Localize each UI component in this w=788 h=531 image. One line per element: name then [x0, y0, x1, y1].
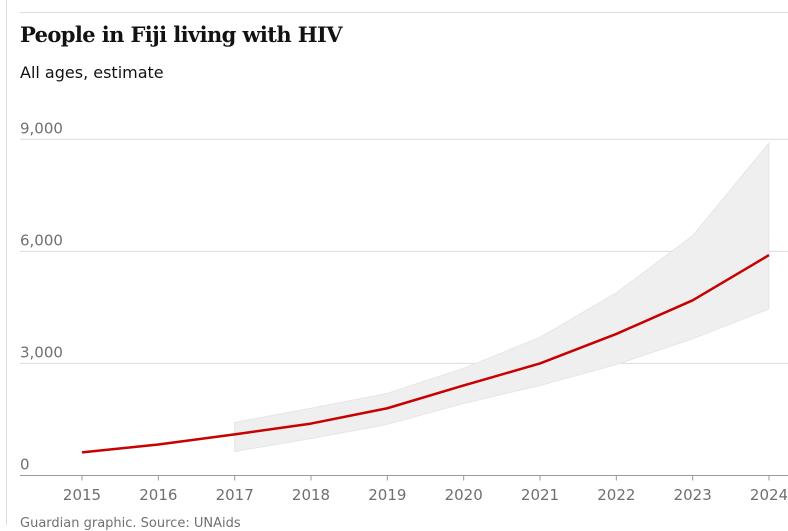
left-rule — [6, 0, 7, 525]
x-tick-label: 2024 — [750, 486, 788, 504]
y-tick-label: 3,000 — [20, 343, 63, 361]
x-tick-label: 2018 — [292, 486, 330, 504]
y-tick-label: 0 — [20, 456, 30, 474]
x-tick-label: 2015 — [63, 486, 101, 504]
uncertainty-band — [234, 141, 770, 453]
y-tick-label: 9,000 — [20, 119, 63, 137]
x-tick-label: 2020 — [445, 486, 483, 504]
x-tick-label: 2022 — [597, 486, 635, 504]
chart-footer: Guardian graphic. Source: UNAids — [20, 516, 241, 531]
x-tick-label: 2016 — [139, 486, 177, 504]
x-tick-label: 2023 — [674, 486, 712, 504]
x-tick-label: 2017 — [216, 486, 254, 504]
chart-title: People in Fiji living with HIV — [20, 22, 343, 47]
top-rule — [20, 12, 788, 13]
x-tick-label: 2021 — [521, 486, 559, 504]
x-tick-label: 2019 — [368, 486, 406, 504]
chart-subtitle: All ages, estimate — [20, 63, 164, 82]
y-tick-label: 6,000 — [20, 231, 63, 249]
series-line — [81, 254, 770, 454]
